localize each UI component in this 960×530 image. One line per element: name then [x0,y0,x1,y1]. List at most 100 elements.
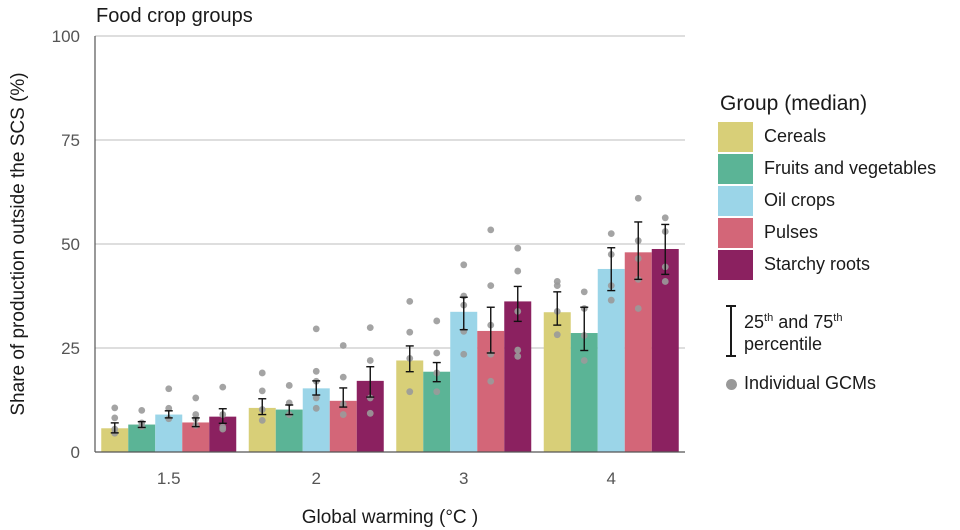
gcm-dot [366,409,374,417]
gcm-dot [258,387,266,395]
bar [396,360,424,452]
gcm-dot [339,342,347,349]
gcm-dot [607,230,615,238]
legend: Group (median) Cereals Fruits and vegetab… [716,92,956,282]
gcm-dot [111,414,119,422]
legend-swatch [718,154,753,184]
legend-label: Starchy roots [764,254,871,274]
legend-label: Oil crops [764,190,836,210]
percentile-key-label: 25th and 75th percentile [744,312,843,354]
y-tick-label: 50 [61,235,80,254]
gcm-dot [111,404,119,412]
bar [329,400,357,452]
y-tick-label: 75 [61,131,80,150]
bars [101,248,679,452]
gcm-dot [487,282,495,289]
gcm-dot [312,325,320,333]
gcm-dot [366,357,374,364]
bar [624,252,652,452]
gcm-dot [366,324,374,332]
gcm-dot [165,415,173,423]
x-tick-label: 3 [459,469,468,488]
x-tick-label: 4 [607,469,616,488]
legend-swatch [718,122,753,152]
gcm-dot [661,278,669,285]
gcm-dot [460,261,468,269]
gcm-dot [312,404,320,412]
legend-item: Starchy roots [716,250,956,282]
legend-item: Oil crops [716,186,956,218]
gcm-dot [460,350,468,358]
x-axis-ticks: 1.5 2 3 4 [157,469,616,488]
gcm-dot [258,416,266,424]
legend-label: Pulses [764,222,819,242]
y-tick-label: 25 [61,339,80,358]
gcm-dot [433,388,441,396]
gcm-dot [339,373,347,381]
legend-item: Cereals [716,122,956,154]
gcm-dot [138,407,146,414]
gcm-dot [165,404,173,412]
gcm-dot [580,288,588,296]
bar [450,311,478,452]
x-tick-label: 1.5 [157,469,181,488]
gcm-dot [366,394,374,402]
error-bars [110,221,670,434]
grid-lines [95,35,685,349]
gcm-dot [553,331,561,339]
gcm-dot [219,383,227,391]
gcm-dot [312,367,320,375]
bar [504,301,532,452]
gcm-dot [433,349,441,357]
gcm-dot [433,317,441,325]
legend-item: Pulses [716,218,956,250]
gcm-dot [406,298,414,305]
gcm-dot [607,296,615,304]
gcm-dot [406,388,414,396]
gcm-dot [514,267,522,275]
error-bar-icon [726,305,736,357]
gcm-dot [165,385,173,393]
bar [570,333,598,452]
gcm-dot [258,369,266,377]
y-tick-label: 0 [71,443,80,462]
gcm-dot [312,394,320,402]
gcm-dot [487,377,495,385]
x-tick-label: 2 [312,469,321,488]
bar [597,268,625,452]
legend-swatch [718,218,753,248]
percentile-key: 25th and 75th percentile [716,305,956,361]
gcm-dot [487,226,495,234]
gcm-key-label: Individual GCMs [744,373,877,393]
y-axis-ticks: 0 25 50 75 100 [52,27,80,462]
legend-title: Group (median) [720,92,868,115]
bar [423,371,451,452]
gcm-dot [514,346,522,354]
gcm-dot-icon [726,379,737,390]
legend-items: Cereals Fruits and vegetables Oil crops Pul… [716,122,956,282]
gcm-dot [219,423,227,431]
gcm-dot [514,244,522,252]
gcm-dot [514,352,522,360]
gcm-dot [192,411,200,418]
gcm-dot [192,394,200,402]
gcm-dot [634,194,642,202]
legend-item: Fruits and vegetables [716,154,956,186]
x-axis-label: Global warming (°C ) [302,507,479,528]
gcm-dot [339,411,347,418]
legend-swatch [718,250,753,280]
gcm-dot [661,214,669,222]
legend-label: Fruits and vegetables [764,158,937,178]
gcm-dot [553,278,561,285]
chart-title: Food crop groups [96,5,253,27]
legend-swatch [718,186,753,216]
y-axis-label: Share of production outside the SCS (%) [8,72,29,415]
gcm-dot [285,382,293,389]
gcm-dot [406,328,414,336]
gcm-dot [580,357,588,364]
gcm-dot [634,305,642,312]
y-tick-label: 100 [52,27,80,46]
gcm-key: Individual GCMs [716,372,956,398]
bar [101,428,129,452]
